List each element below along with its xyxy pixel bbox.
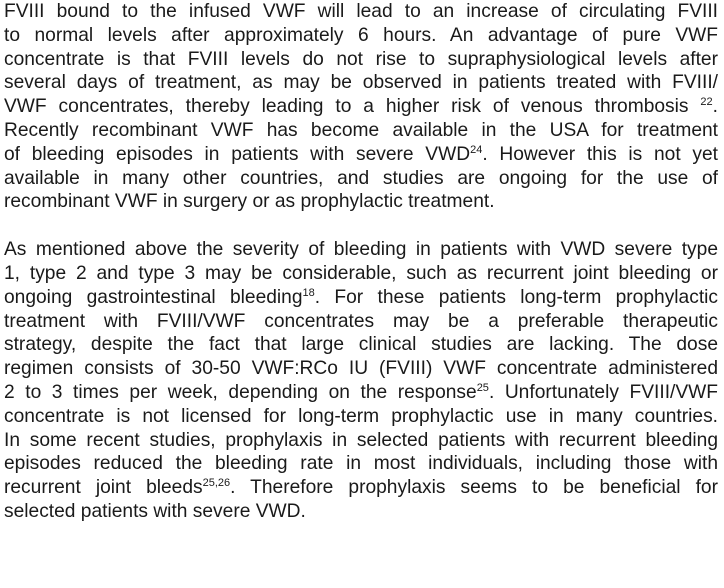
text-segment: .	[712, 96, 718, 118]
text-segment: concentrate is that FVIII levels do not …	[4, 48, 718, 70]
text-line: selected patients with severe VWD.	[4, 500, 718, 524]
text-line: 1, type 2 and type 3 may be considerable…	[4, 262, 718, 286]
text-line: regimen consists of 30-50 VWF:RCo IU (FV…	[4, 357, 718, 381]
text-segment: . For these patients long-term prophylac…	[314, 286, 719, 308]
text-line: episodes reduced the bleeding rate in mo…	[4, 452, 718, 476]
text-segment: recurrent joint bleeds	[4, 477, 203, 499]
citation-superscript: 25	[476, 381, 489, 394]
text-segment: strategy, despite the fact that large cl…	[4, 334, 718, 356]
text-segment: concentrate is not licensed for long-ter…	[4, 405, 718, 427]
text-line: treatment with FVIII/VWF concentrates ma…	[4, 310, 718, 334]
text-segment: to normal levels after approximately 6 h…	[4, 24, 718, 46]
text-segment: As mentioned above the severity of bleed…	[4, 239, 718, 261]
text-segment: Recently recombinant VWF has become avai…	[4, 119, 718, 141]
paragraph-2: As mentioned above the severity of bleed…	[4, 238, 718, 524]
text-segment: regimen consists of 30-50 VWF:RCo IU (FV…	[4, 358, 718, 380]
text-line: recurrent joint bleeds25,26. Therefore p…	[4, 476, 718, 500]
citation-superscript: 25,26	[202, 477, 231, 490]
text-line: concentrate is that FVIII levels do not …	[4, 48, 718, 72]
text-segment: In some recent studies, prophylaxis in s…	[4, 429, 718, 451]
text-line: 2 to 3 times per week, depending on the …	[4, 381, 718, 405]
text-segment: . Therefore prophylaxis seems to be bene…	[230, 477, 718, 499]
citation-superscript: 22	[700, 96, 713, 109]
text-segment: selected patients with severe VWD.	[4, 500, 306, 522]
citation-superscript: 18	[302, 286, 315, 299]
paragraph-1: FVIII bound to the infused VWF will lead…	[4, 0, 718, 214]
text-line: available in many other countries, and s…	[4, 167, 718, 191]
text-segment: . However this is not yet	[482, 143, 718, 165]
text-segment: VWF concentrates, thereby leading to a h…	[4, 96, 701, 118]
text-segment: ongoing gastrointestinal bleeding	[4, 286, 303, 308]
text-segment: available in many other countries, and s…	[4, 167, 718, 189]
text-line: concentrate is not licensed for long-ter…	[4, 405, 718, 429]
text-line: of bleeding episodes in patients with se…	[4, 143, 718, 167]
text-line: several days of treatment, as may be obs…	[4, 71, 718, 95]
text-line: VWF concentrates, thereby leading to a h…	[4, 95, 718, 119]
text-line: In some recent studies, prophylaxis in s…	[4, 429, 718, 453]
citation-superscript: 24	[470, 143, 483, 156]
text-line: Recently recombinant VWF has become avai…	[4, 119, 718, 143]
text-segment: episodes reduced the bleeding rate in mo…	[4, 453, 718, 475]
text-segment: treatment with FVIII/VWF concentrates ma…	[4, 310, 718, 332]
text-line: ongoing gastrointestinal bleeding18. For…	[4, 286, 718, 310]
text-segment: several days of treatment, as may be obs…	[4, 72, 718, 94]
text-segment: . Unfortunately FVIII/VWF	[488, 381, 718, 403]
text-line: As mentioned above the severity of bleed…	[4, 238, 718, 262]
text-line: recombinant VWF in surgery or as prophyl…	[4, 190, 718, 214]
text-segment: 2 to 3 times per week, depending on the …	[4, 381, 477, 403]
text-segment: 1, type 2 and type 3 may be considerable…	[4, 262, 718, 284]
text-segment: FVIII bound to the infused VWF will lead…	[4, 1, 718, 22]
text-line: strategy, despite the fact that large cl…	[4, 333, 718, 357]
document-page: FVIII bound to the infused VWF will lead…	[4, 0, 718, 524]
text-line: FVIII bound to the infused VWF will lead…	[4, 0, 718, 24]
text-segment: recombinant VWF in surgery or as prophyl…	[4, 191, 495, 213]
text-line: to normal levels after approximately 6 h…	[4, 24, 718, 48]
text-segment: of bleeding episodes in patients with se…	[4, 143, 471, 165]
paragraph-gap	[4, 214, 718, 238]
